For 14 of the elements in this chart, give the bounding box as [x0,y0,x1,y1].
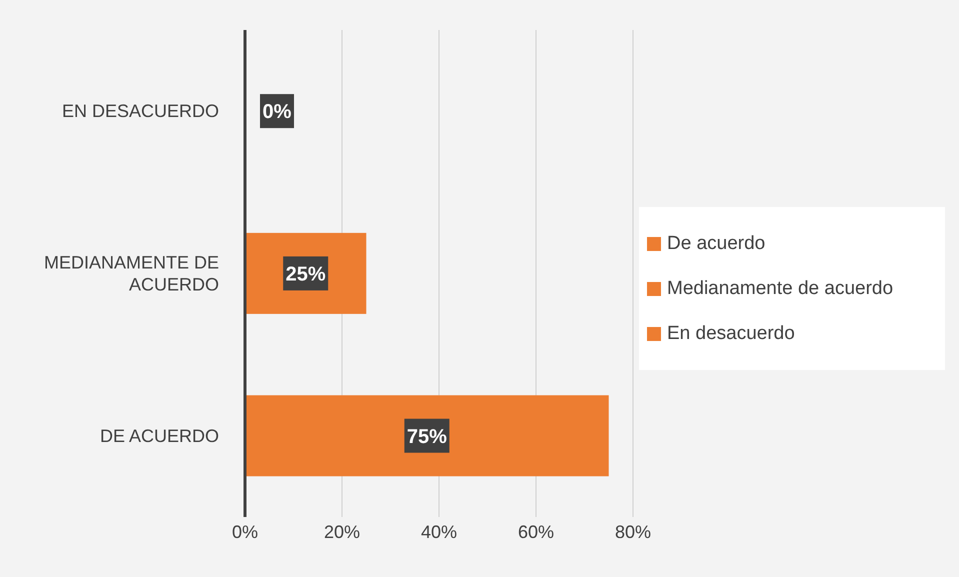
legend-label: De acuerdo [667,232,766,254]
x-tick-label: 20% [324,522,360,542]
data-label: 0% [262,101,292,124]
x-tick-label: 40% [420,522,458,542]
y-tick-label: MEDIANAMENTE DE ACUERDO [44,252,219,294]
x-tick-label: 60% [518,522,554,542]
legend-label: Medianamente de acuerdo [667,278,894,300]
y-tick-label: DE ACUERDO [100,426,219,446]
x-tick-label: 80% [614,522,652,542]
legend-label: En desacuerdo [667,322,795,344]
data-label: 25% [286,263,326,286]
data-label: 75% [406,426,448,448]
x-tick-label: 0% [232,522,258,542]
y-tick-label: EN DESACUERDO [62,101,219,122]
